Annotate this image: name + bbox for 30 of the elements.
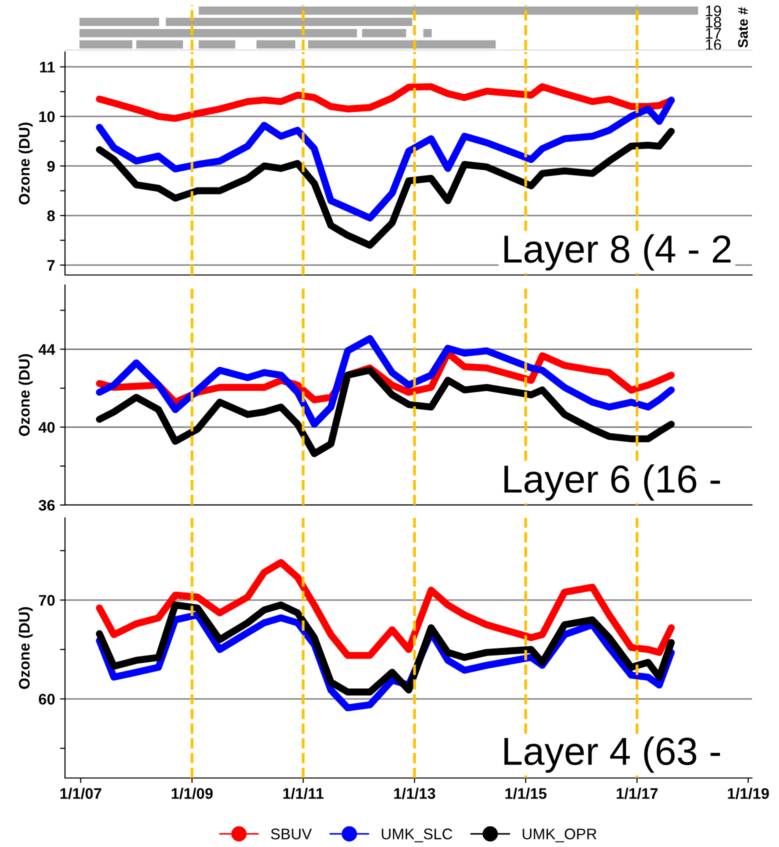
y-tick-label: 18 bbox=[706, 16, 722, 28]
y-axis-title: Sate # bbox=[738, 7, 748, 48]
y-tick-label: 7 bbox=[47, 260, 55, 271]
y-axis-title: Ozone (DU) bbox=[18, 354, 33, 436]
annotation: Layer 4 (63 - bbox=[504, 736, 720, 773]
y-tick-label: 8 bbox=[47, 210, 55, 222]
x-tick-label: 1/1/09 bbox=[172, 788, 213, 800]
y-tick-label: 19 bbox=[706, 5, 722, 16]
y-tick-label: 44 bbox=[38, 344, 56, 355]
annotation: Layer 6 (16 - bbox=[504, 464, 720, 501]
y-tick-label: 40 bbox=[38, 422, 55, 433]
y-axis-title: Ozone (DU) bbox=[18, 607, 33, 689]
annotation: Layer 8 (4 - 2 bbox=[504, 234, 731, 271]
y-tick-label: 60 bbox=[38, 694, 55, 705]
x-tick-label: 1/1/13 bbox=[394, 788, 436, 800]
legend-label: UMK_OPR bbox=[522, 828, 596, 842]
y-tick-label: 36 bbox=[38, 500, 55, 511]
y-tick-label: 17 bbox=[706, 28, 722, 39]
y-axis-title: Ozone (DU) bbox=[18, 122, 33, 204]
x-tick-label: 1/1/15 bbox=[505, 788, 547, 800]
legend-label: SBUV bbox=[270, 828, 312, 840]
y-tick-label: 9 bbox=[47, 160, 55, 172]
y-tick-label: 70 bbox=[38, 594, 55, 606]
x-tick-label: 1/1/17 bbox=[616, 788, 658, 800]
legend-label: UMK_SLC bbox=[382, 828, 452, 842]
x-tick-label: 1/1/07 bbox=[60, 788, 102, 800]
y-tick-label: 11 bbox=[40, 62, 55, 72]
x-tick-label: 1/1/19 bbox=[728, 788, 769, 800]
y-tick-label: 10 bbox=[39, 111, 55, 122]
x-tick-label: 1/1/11 bbox=[283, 788, 324, 800]
